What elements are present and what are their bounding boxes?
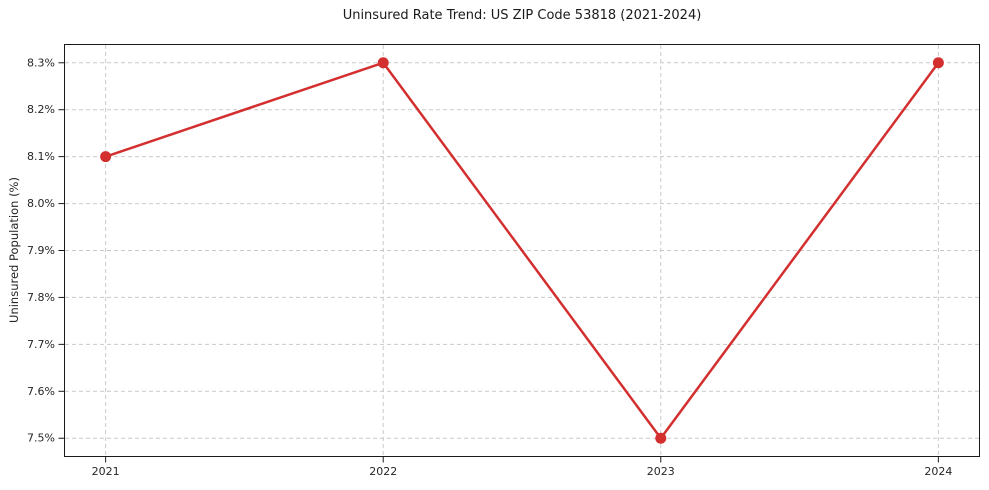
y-tick-label: 7.9% <box>27 244 55 257</box>
y-tick-label: 8.2% <box>27 103 55 116</box>
y-tick-label: 8.1% <box>27 150 55 163</box>
x-tick-label: 2024 <box>924 465 952 478</box>
y-tick-label: 7.8% <box>27 291 55 304</box>
y-tick-label: 7.7% <box>27 338 55 351</box>
y-tick-label: 7.6% <box>27 385 55 398</box>
chart-title: Uninsured Rate Trend: US ZIP Code 53818 … <box>342 8 702 23</box>
x-tick-label: 2022 <box>369 465 397 478</box>
data-point-marker <box>655 432 667 444</box>
data-point-marker <box>932 57 944 69</box>
data-point-marker <box>377 57 389 69</box>
x-tick-label: 2021 <box>92 465 120 478</box>
plot-border <box>64 44 980 457</box>
data-point-marker <box>100 151 112 163</box>
trend-line <box>104 61 940 440</box>
y-tick-label: 7.5% <box>27 432 55 445</box>
y-tick-label: 8.0% <box>27 197 55 210</box>
y-tick-label: 8.3% <box>27 56 55 69</box>
x-tick-label: 2023 <box>647 465 675 478</box>
